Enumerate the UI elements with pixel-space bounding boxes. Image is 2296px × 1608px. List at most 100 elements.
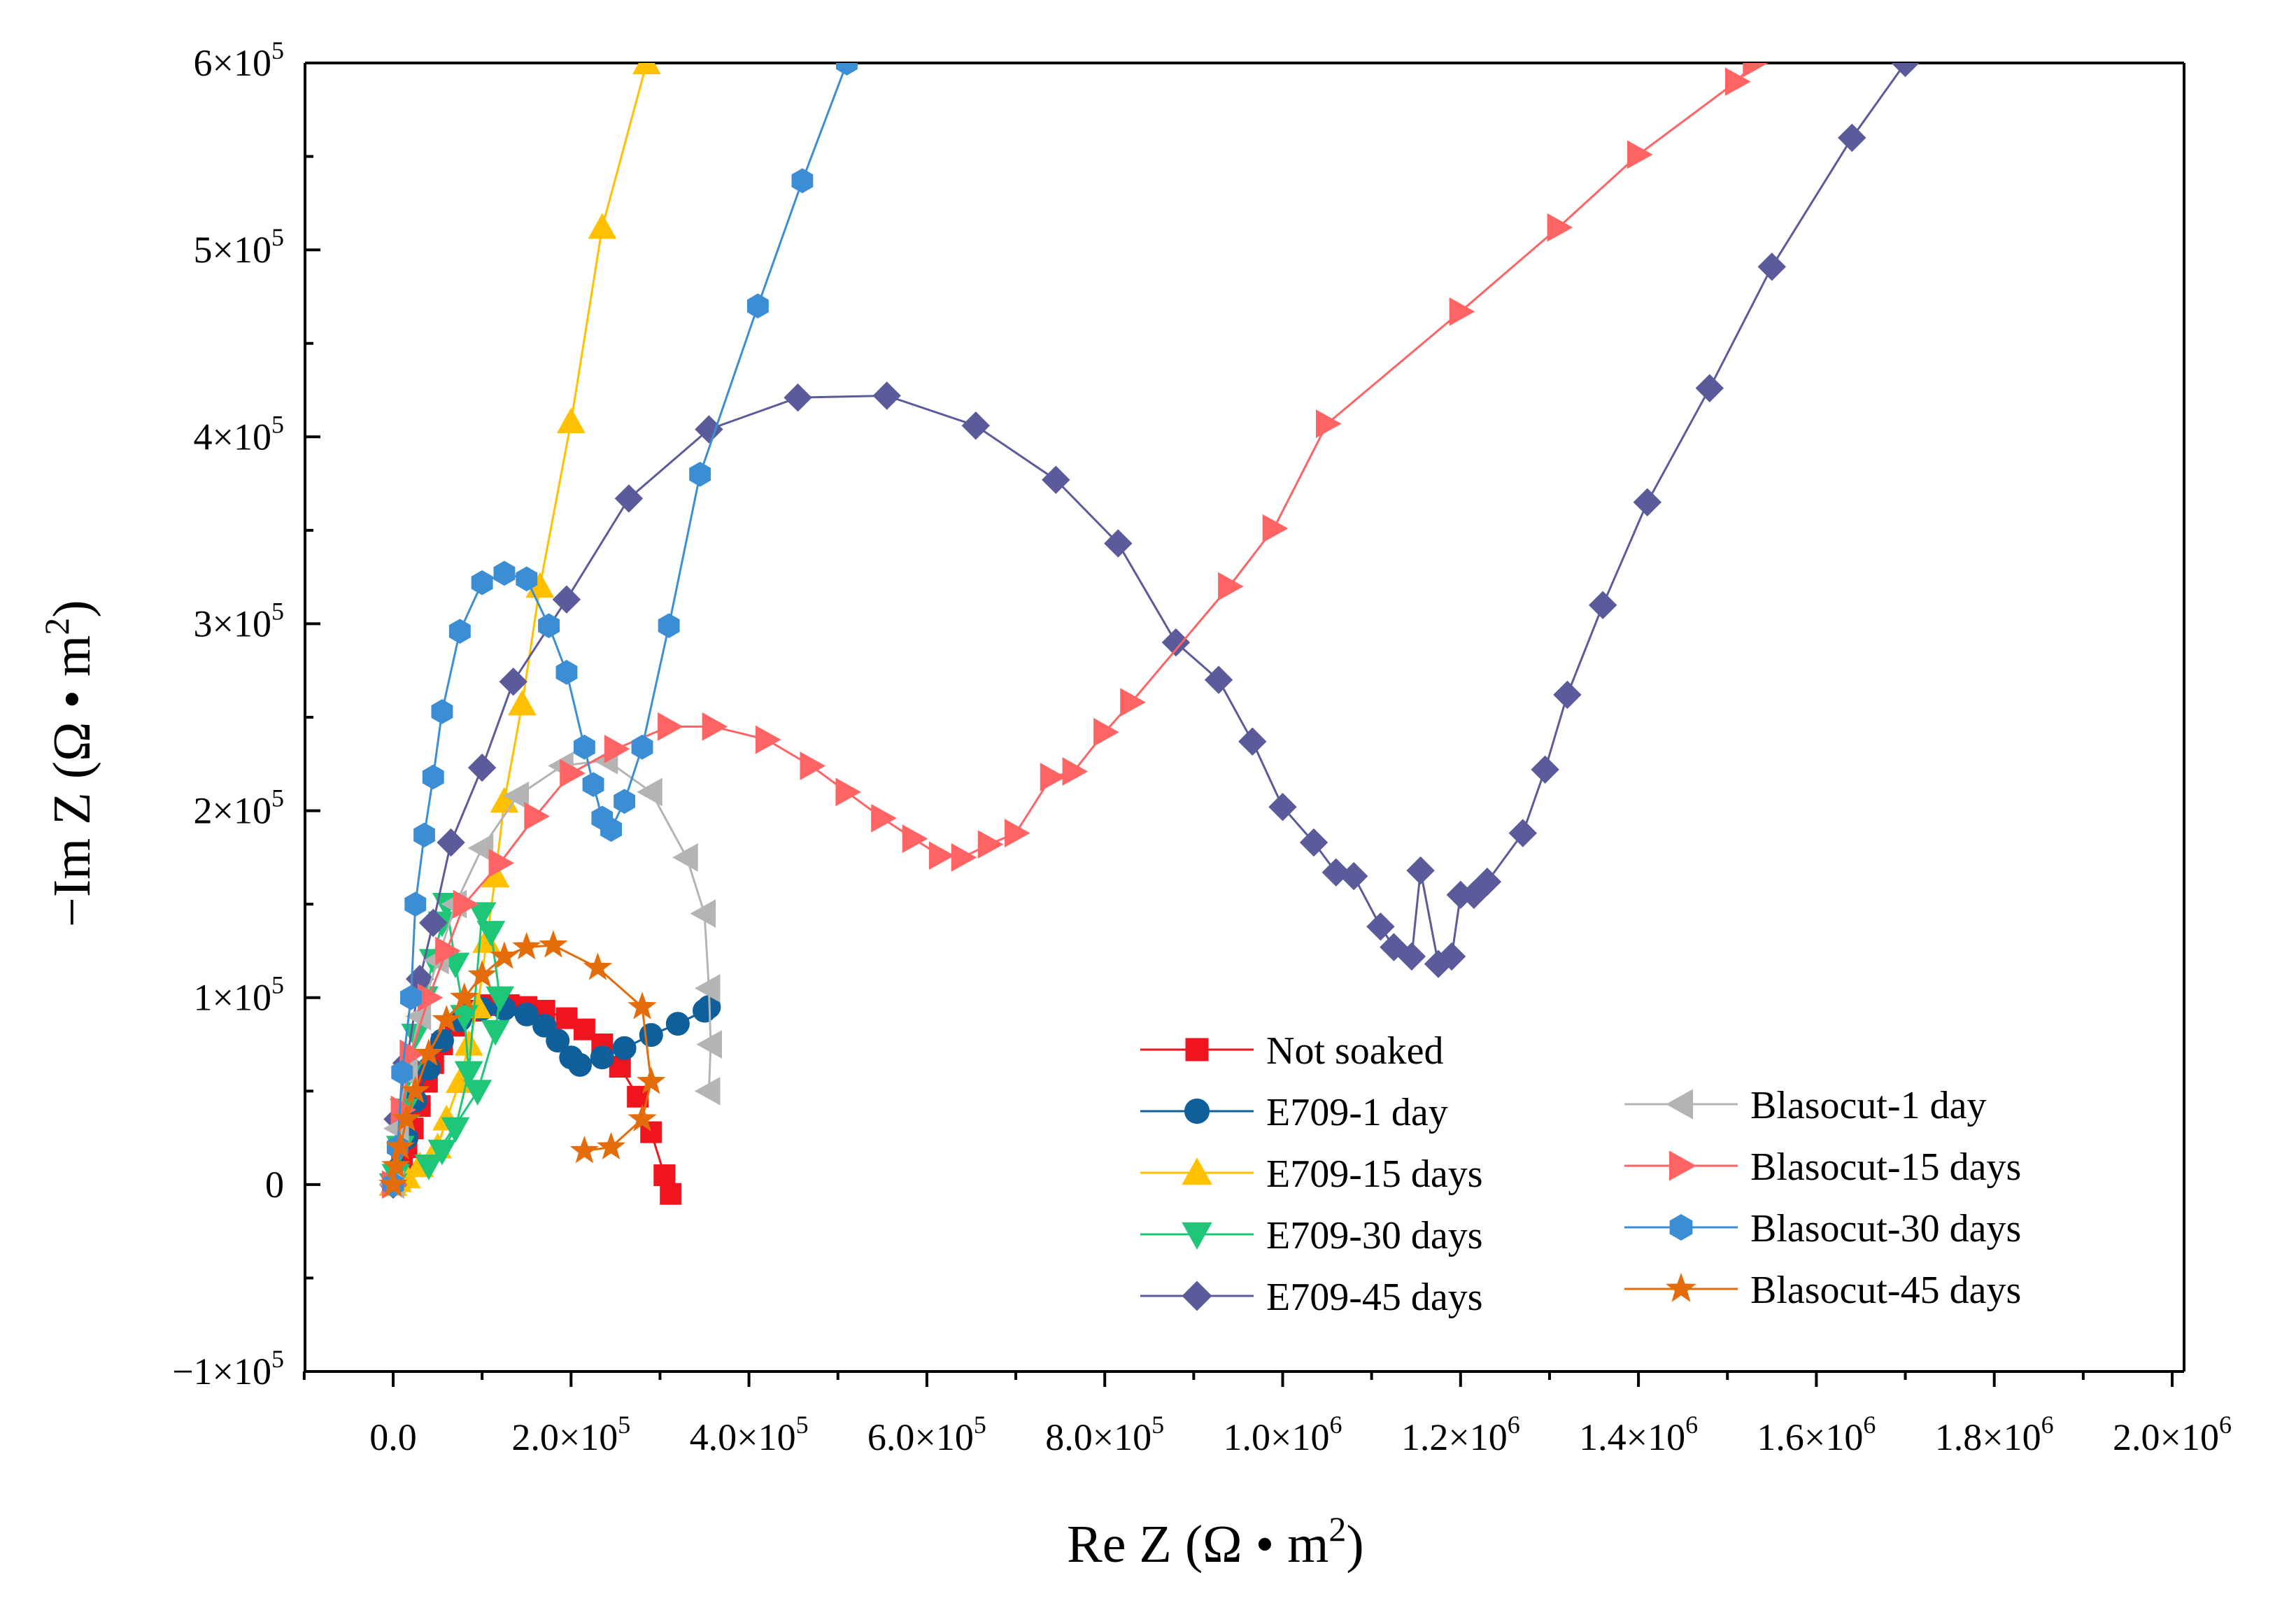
- data-point: [569, 1136, 600, 1164]
- legend-marker: [1182, 1157, 1212, 1185]
- y-tick-label: −1×105: [172, 1345, 284, 1392]
- data-point: [503, 781, 530, 810]
- data-point: [493, 560, 516, 586]
- data-point: [435, 936, 461, 966]
- data-point: [427, 1139, 457, 1166]
- data-point: [800, 752, 826, 780]
- data-point: [467, 902, 497, 929]
- data-point: [1553, 680, 1582, 710]
- data-point: [413, 822, 435, 848]
- data-point: [1062, 757, 1089, 786]
- series-blasocut-15-days: [381, 63, 1769, 1199]
- data-point: [448, 619, 471, 644]
- data-point: [836, 63, 858, 76]
- series-layer: [378, 63, 1920, 1205]
- data-point: [590, 1045, 614, 1070]
- data-point: [546, 1029, 570, 1053]
- legend-item-e709-1-day: E709-1 day: [1140, 1091, 1448, 1134]
- data-point: [628, 992, 657, 1020]
- data-point: [637, 1066, 666, 1094]
- data-point: [1262, 514, 1289, 543]
- data-point: [1633, 488, 1662, 517]
- data-point: [450, 982, 479, 1010]
- data-point: [512, 931, 541, 960]
- series-blasocut-45-days: [378, 930, 666, 1197]
- data-point: [696, 1030, 722, 1059]
- data-point: [1339, 861, 1368, 891]
- x-tick-label: 4.0×105: [690, 1411, 809, 1458]
- legend-item-blasocut-30-days: Blasocut-30 days: [1624, 1207, 2021, 1250]
- data-point: [672, 843, 698, 872]
- data-point: [1531, 755, 1559, 784]
- series-line: [392, 63, 1906, 1185]
- series-line: [392, 903, 502, 1185]
- data-point: [414, 1038, 444, 1066]
- y-tick-label: 0: [265, 1164, 284, 1206]
- data-point: [524, 802, 550, 831]
- x-tick-label: 8.0×105: [1045, 1411, 1164, 1458]
- y-tick-label: 5×105: [194, 223, 284, 271]
- data-point: [791, 168, 814, 194]
- data-point: [476, 921, 506, 947]
- data-point: [582, 772, 604, 797]
- legend-label: Blasocut-45 days: [1750, 1269, 2021, 1312]
- data-point: [583, 952, 613, 980]
- data-point: [1743, 63, 1769, 78]
- data-point: [471, 570, 493, 595]
- data-point: [784, 383, 812, 412]
- data-point: [467, 833, 494, 863]
- legend-marker: [1182, 1281, 1212, 1311]
- data-point: [1299, 828, 1328, 857]
- data-point: [467, 959, 497, 988]
- data-point: [977, 830, 1004, 859]
- data-point: [1366, 912, 1395, 941]
- legend-label: E709-1 day: [1266, 1091, 1448, 1134]
- series-blasocut-30-days: [382, 63, 858, 1197]
- legend-marker: [1666, 1089, 1694, 1120]
- legend-marker: [1668, 1150, 1696, 1181]
- data-point: [1588, 591, 1617, 619]
- legend-label: Blasocut-1 day: [1750, 1084, 1986, 1127]
- data-point: [1042, 465, 1070, 494]
- data-point: [612, 1036, 637, 1060]
- data-point: [600, 817, 622, 842]
- x-tick-label: 2.0×105: [511, 1411, 630, 1458]
- data-point: [1695, 374, 1724, 403]
- legend-label: Not soaked: [1266, 1029, 1444, 1073]
- data-point: [378, 1169, 408, 1197]
- legend-label: E709-45 days: [1266, 1276, 1483, 1319]
- y-tick-label: 1×105: [194, 971, 284, 1019]
- data-point: [614, 789, 635, 814]
- data-point: [928, 841, 955, 870]
- data-point: [481, 1020, 510, 1046]
- data-point: [665, 1012, 690, 1036]
- y-tick-label: 6×105: [194, 36, 284, 84]
- data-point: [660, 1183, 682, 1205]
- data-point: [539, 930, 568, 958]
- data-point: [694, 974, 721, 1003]
- x-tick-label: 1.4×106: [1579, 1411, 1698, 1458]
- data-point: [1397, 942, 1426, 971]
- data-point: [404, 891, 427, 917]
- data-point: [871, 803, 897, 833]
- data-point: [653, 1164, 676, 1186]
- data-point: [1437, 942, 1466, 971]
- data-point: [628, 1103, 657, 1131]
- data-point: [490, 941, 519, 969]
- data-point: [588, 213, 617, 239]
- data-point: [1757, 252, 1787, 281]
- data-point: [658, 613, 680, 638]
- data-point: [414, 1155, 444, 1180]
- legend-marker: [1666, 1272, 1696, 1302]
- data-point: [538, 613, 560, 638]
- x-tick-label: 1.6×106: [1757, 1411, 1876, 1458]
- data-point: [690, 899, 716, 928]
- data-point: [516, 566, 538, 592]
- data-point: [637, 777, 662, 807]
- data-point: [432, 1005, 461, 1033]
- data-point: [431, 699, 453, 724]
- y-axis-title: −Im Z (Ω • m2): [37, 600, 101, 927]
- data-point: [1005, 819, 1030, 847]
- legend-label: E709-15 days: [1266, 1152, 1483, 1196]
- data-point: [499, 667, 527, 696]
